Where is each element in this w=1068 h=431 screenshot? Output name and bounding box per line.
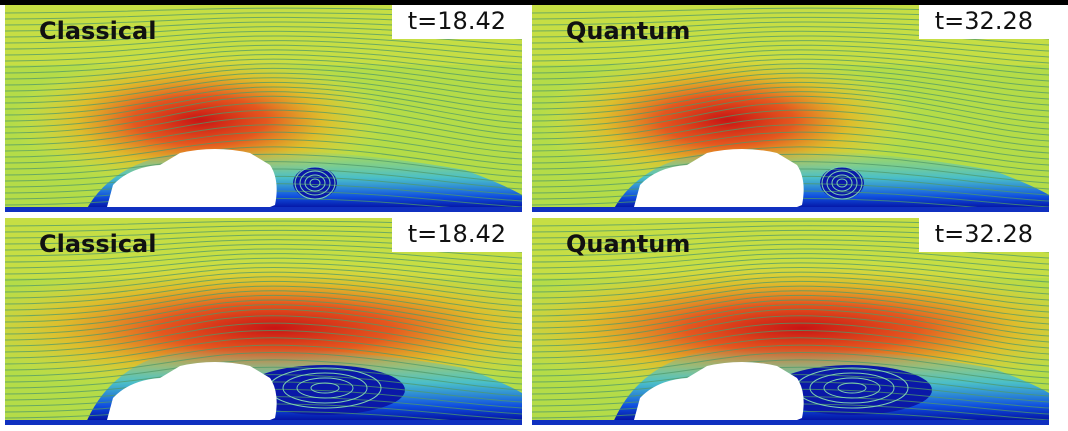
flow-panel: Classical t=18.42 [5,5,522,212]
method-label: Classical [39,230,157,258]
flow-field [532,5,1049,212]
time-label: t=32.28 [918,218,1049,252]
time-label: t=18.42 [391,5,522,39]
method-label: Quantum [566,230,691,258]
time-label: t=32.28 [918,5,1049,39]
method-label: Quantum [566,17,691,45]
flow-panel: Quantum t=32.28 [532,5,1049,212]
flow-panel: Quantum t=32.28 [532,218,1049,425]
flow-panel: Classical t=18.42 [5,218,522,425]
top-bar [0,0,1068,5]
time-label: t=18.42 [391,218,522,252]
method-label: Classical [39,17,157,45]
